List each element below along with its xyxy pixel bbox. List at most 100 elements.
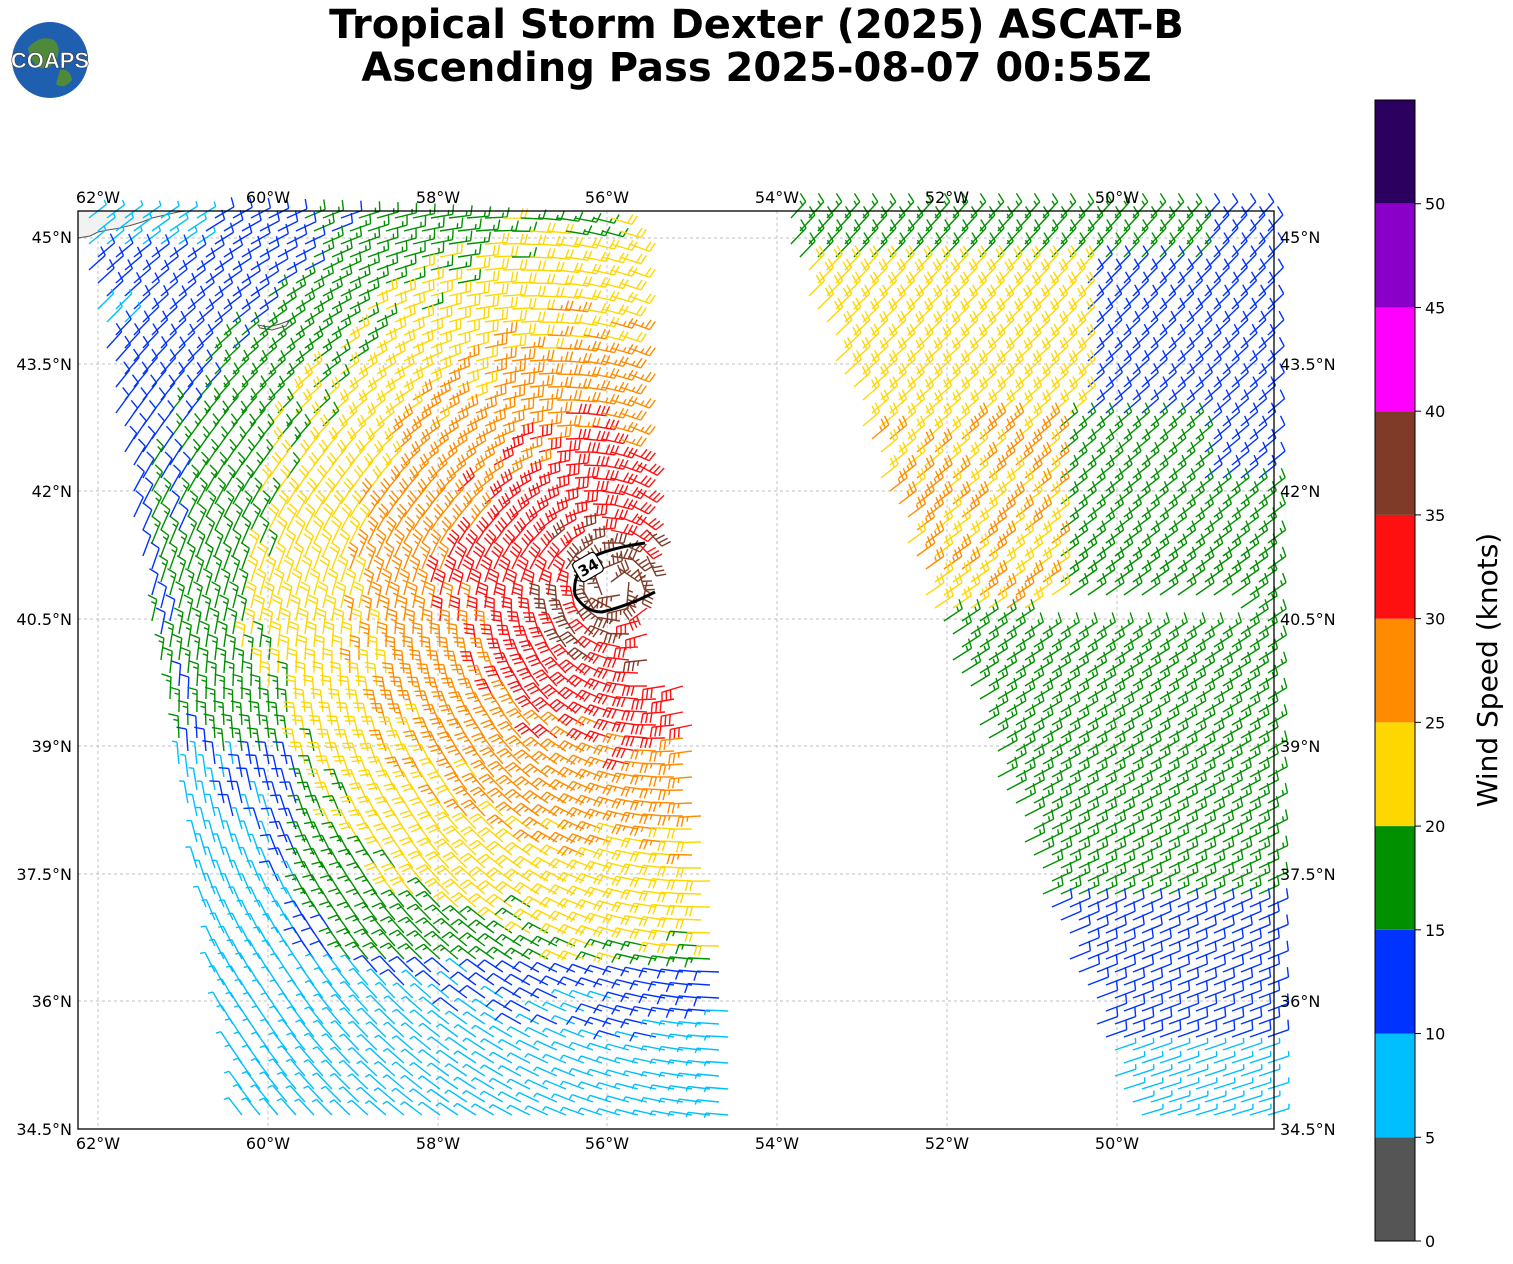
wind-barb-shaft [583,230,606,237]
wind-barb-flag [164,234,171,244]
wind-barb-flag [528,373,531,384]
wind-barb [403,215,427,232]
wind-barb-shaft [1249,214,1266,232]
wind-barb-shaft [826,201,843,219]
wind-barb-half-flag [1177,200,1182,206]
wind-barb-flag [469,255,473,267]
wind-barb-flag [1250,219,1257,229]
wind-barb-flag [478,269,482,280]
wind-barb-shaft [1105,214,1122,232]
wind-barb-half-flag [382,271,385,277]
wind-barb [1060,219,1077,245]
wind-barb [1186,192,1203,219]
wind-barb-half-flag [1033,200,1038,206]
wind-barbs [88,192,1290,1118]
wind-barb-shaft [421,225,444,232]
wind-barb-shaft [808,201,825,219]
wind-barb-flag [1124,219,1131,229]
wind-barb-flag [257,235,262,246]
wind-barb-shaft [475,254,498,258]
wind-barb-half-flag [1006,213,1011,219]
wind-barb-flag [558,461,561,472]
wind-barb-flag [567,474,570,485]
wind-barb-shaft [556,217,579,222]
wind-barb [178,226,198,245]
wind-barb-flag [1279,389,1286,399]
wind-barb-flag [1268,219,1275,229]
wind-barb [169,234,189,258]
wind-barb-shaft [214,206,235,219]
wind-barb-half-flag [212,226,216,233]
wind-barb [934,219,951,245]
wind-barb-flag [523,359,526,370]
wind-barb-half-flag [354,283,358,289]
wind-barb-shaft [817,214,834,232]
wind-barb-shaft [178,205,198,219]
wind-barb [196,201,217,219]
wind-barb-flag [586,225,593,235]
wind-barb-flag [513,396,516,407]
wind-barb-half-flag [346,270,349,276]
wind-barb-shaft [187,243,207,258]
wind-barb-half-flag [1087,200,1092,206]
wind-barb-flag [890,219,897,229]
wind-barb [466,231,491,245]
wind-barb-flag [567,489,570,500]
wind-barb-half-flag [486,403,489,409]
wind-barb [160,200,180,219]
wind-barb [493,245,519,258]
wind-barb [1132,192,1149,219]
wind-barb-shaft [592,217,615,224]
wind-barb-flag [482,358,485,369]
wind-barb-flag [889,192,897,203]
wind-barb [88,225,107,245]
wind-barb-shaft [178,230,198,245]
wind-barb-flag [581,501,584,512]
wind-barb-flag [532,373,536,384]
wind-barb-flag [1280,467,1286,478]
wind-barb [970,192,987,219]
wind-barb-shaft [898,201,915,219]
wind-barb-flag [635,227,643,237]
wind-barb-flag [1277,258,1285,268]
wind-barb-flag [1016,219,1023,229]
wind-barb-flag [559,452,562,463]
wind-barb-flag [799,192,807,203]
wind-barb-flag [405,265,408,276]
wind-barb-flag [470,205,473,216]
map-plot-area: 34 [77,192,1290,1130]
wind-barb [952,219,969,245]
wind-barb [313,237,335,258]
wind-barb-flag [926,219,933,229]
wind-barb-shaft [916,227,933,245]
logo-text: COAPS [11,48,89,73]
wind-barb-shaft [880,227,897,245]
wind-barb-flag [229,222,235,233]
wind-barb-shaft [205,218,225,232]
wind-barb-shaft [862,201,879,219]
wind-barb-flag [531,422,534,433]
wind-barb-flag [1231,192,1239,203]
wind-barb-flag [979,192,987,203]
wind-barb-flag [925,192,933,203]
wind-barb-half-flag [1069,226,1074,232]
wind-barb-shaft [790,227,807,245]
wind-barb-flag [519,208,524,219]
wind-barb-flag [523,424,525,436]
wind-barb-half-flag [555,214,559,220]
wind-barb-flag [396,252,399,263]
wind-barb-half-flag [542,355,545,361]
wind-barb-flag [510,347,513,358]
wind-barb-shaft [1213,214,1230,232]
wind-barb-flag [257,210,262,221]
wind-barb-flag [1280,441,1286,452]
wind-barb-flag [604,226,611,236]
wind-barb-flag [442,216,445,227]
wind-barb-flag [1279,415,1286,426]
wind-barb [1078,192,1095,219]
wind-barb-shaft [268,207,289,219]
wind-barb-shaft [1024,201,1041,219]
wind-barb-shaft [1042,201,1059,219]
wind-barb-flag [577,463,580,474]
wind-barb-half-flag [1186,213,1191,219]
